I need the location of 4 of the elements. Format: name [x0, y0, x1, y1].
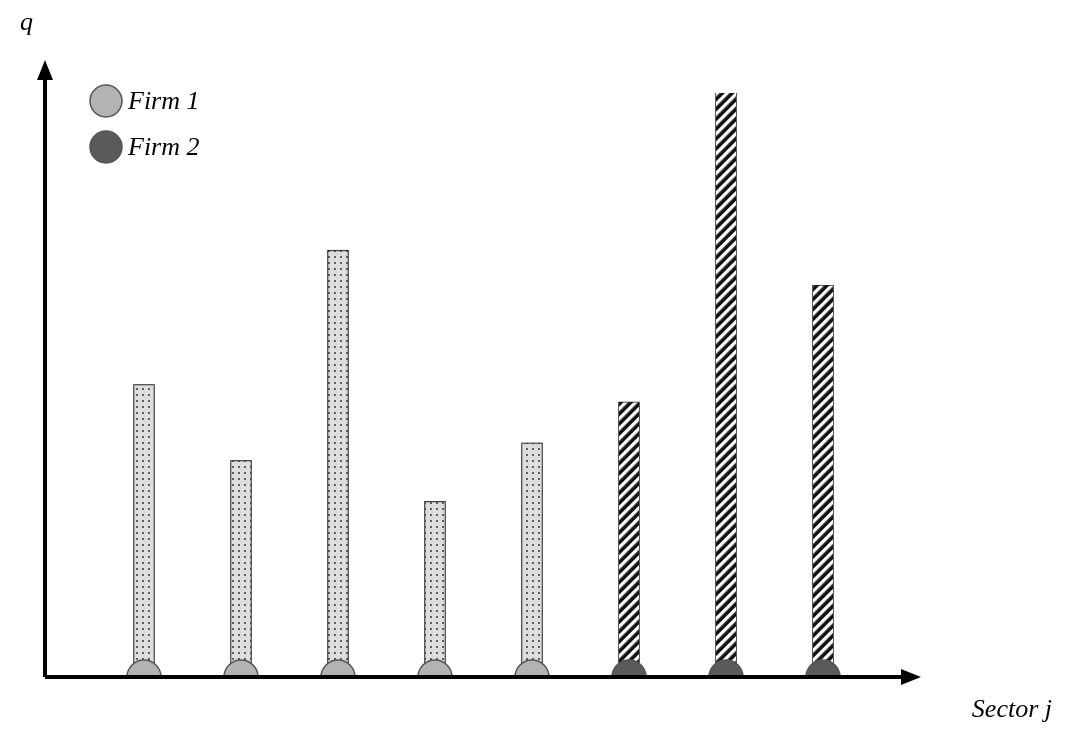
x-axis-title: Sector j: [971, 694, 1052, 723]
y-axis-title: q: [20, 7, 33, 36]
legend-label: Firm 1: [128, 86, 200, 116]
legend-label: Firm 2: [128, 132, 200, 162]
